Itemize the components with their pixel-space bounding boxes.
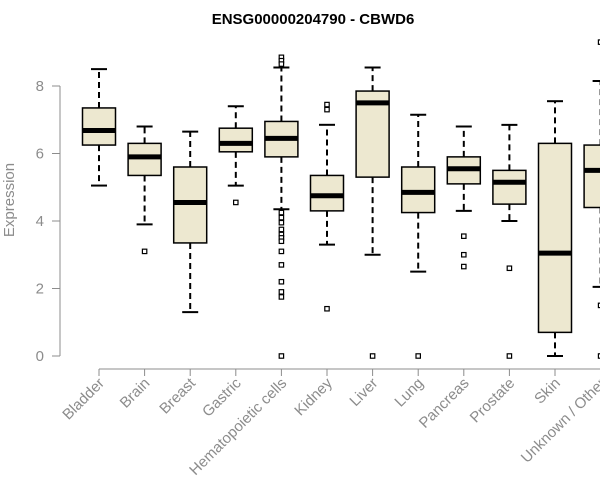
box-unknown-other [583, 39, 600, 359]
iqr-box [583, 144, 600, 209]
x-tick-label: Bladder [59, 375, 108, 424]
y-tick-label: 8 [36, 78, 44, 95]
outlier-point [597, 302, 600, 309]
iqr-box [127, 142, 162, 177]
outlier-point [461, 263, 467, 270]
outlier-point [324, 305, 330, 312]
y-tick-label: 6 [36, 146, 44, 163]
box-lung [400, 113, 436, 359]
outlier-point [278, 214, 285, 221]
iqr-box [81, 107, 117, 146]
outlier-point [324, 106, 330, 113]
x-tick-label: Gastric [199, 374, 245, 420]
outlier-point [461, 233, 467, 239]
outlier-point [278, 248, 285, 255]
outlier-point [278, 294, 285, 300]
box-pancreas [446, 125, 482, 270]
box-hematopoietic-cells [264, 54, 299, 359]
box-bladder [81, 68, 117, 187]
box-kidney [309, 101, 345, 312]
outlier-point [324, 101, 330, 108]
x-tick-label: Kidney [291, 374, 336, 419]
box-liver [355, 66, 390, 359]
outlier-point [141, 248, 148, 255]
outlier-point [278, 353, 285, 359]
x-tick-label: Prostate [467, 375, 519, 427]
x-tick-label: Brain [117, 375, 154, 412]
outlier-point [233, 199, 239, 206]
iqr-box [492, 169, 527, 205]
y-tick-label: 0 [36, 348, 44, 365]
outlier-point [278, 238, 285, 245]
y-tick-label: 2 [36, 281, 44, 298]
x-tick-label: Pancreas [416, 375, 473, 432]
iqr-box [537, 142, 573, 334]
iqr-box [172, 166, 208, 244]
outlier-point [278, 262, 285, 268]
outlier-point [461, 251, 467, 258]
y-axis-label: Expression [1, 163, 18, 237]
outlier-point [278, 226, 285, 233]
outlier-point [278, 61, 285, 67]
outlier-point [278, 278, 285, 285]
iqr-box [309, 174, 345, 212]
outlier-point [278, 289, 285, 295]
iqr-box [355, 90, 390, 178]
outlier-point [278, 209, 285, 216]
chart-title: ENSG00000204790 - CBWD6 [212, 11, 415, 28]
box-skin [537, 100, 573, 357]
box-prostate [492, 123, 527, 359]
outlier-point [369, 353, 376, 359]
outlier-point [415, 353, 422, 359]
outlier-point [278, 219, 285, 226]
y-axis: 0 2 4 6 8 [36, 78, 61, 365]
box-gastric [218, 105, 254, 206]
x-tick-label: Liver [346, 375, 381, 410]
y-tick-label: 4 [36, 213, 44, 230]
boxes-layer [81, 39, 600, 359]
outlier-point [506, 353, 513, 359]
x-tick-label: Breast [156, 374, 199, 417]
outlier-point [506, 265, 513, 272]
iqr-box [218, 127, 254, 153]
x-tick-label: Lung [391, 375, 427, 411]
iqr-box [400, 166, 436, 214]
outlier-point [597, 353, 600, 359]
outlier-point [597, 39, 600, 45]
box-breast [172, 130, 208, 314]
box-brain [127, 125, 162, 255]
x-tick-label: Skin [531, 375, 564, 408]
